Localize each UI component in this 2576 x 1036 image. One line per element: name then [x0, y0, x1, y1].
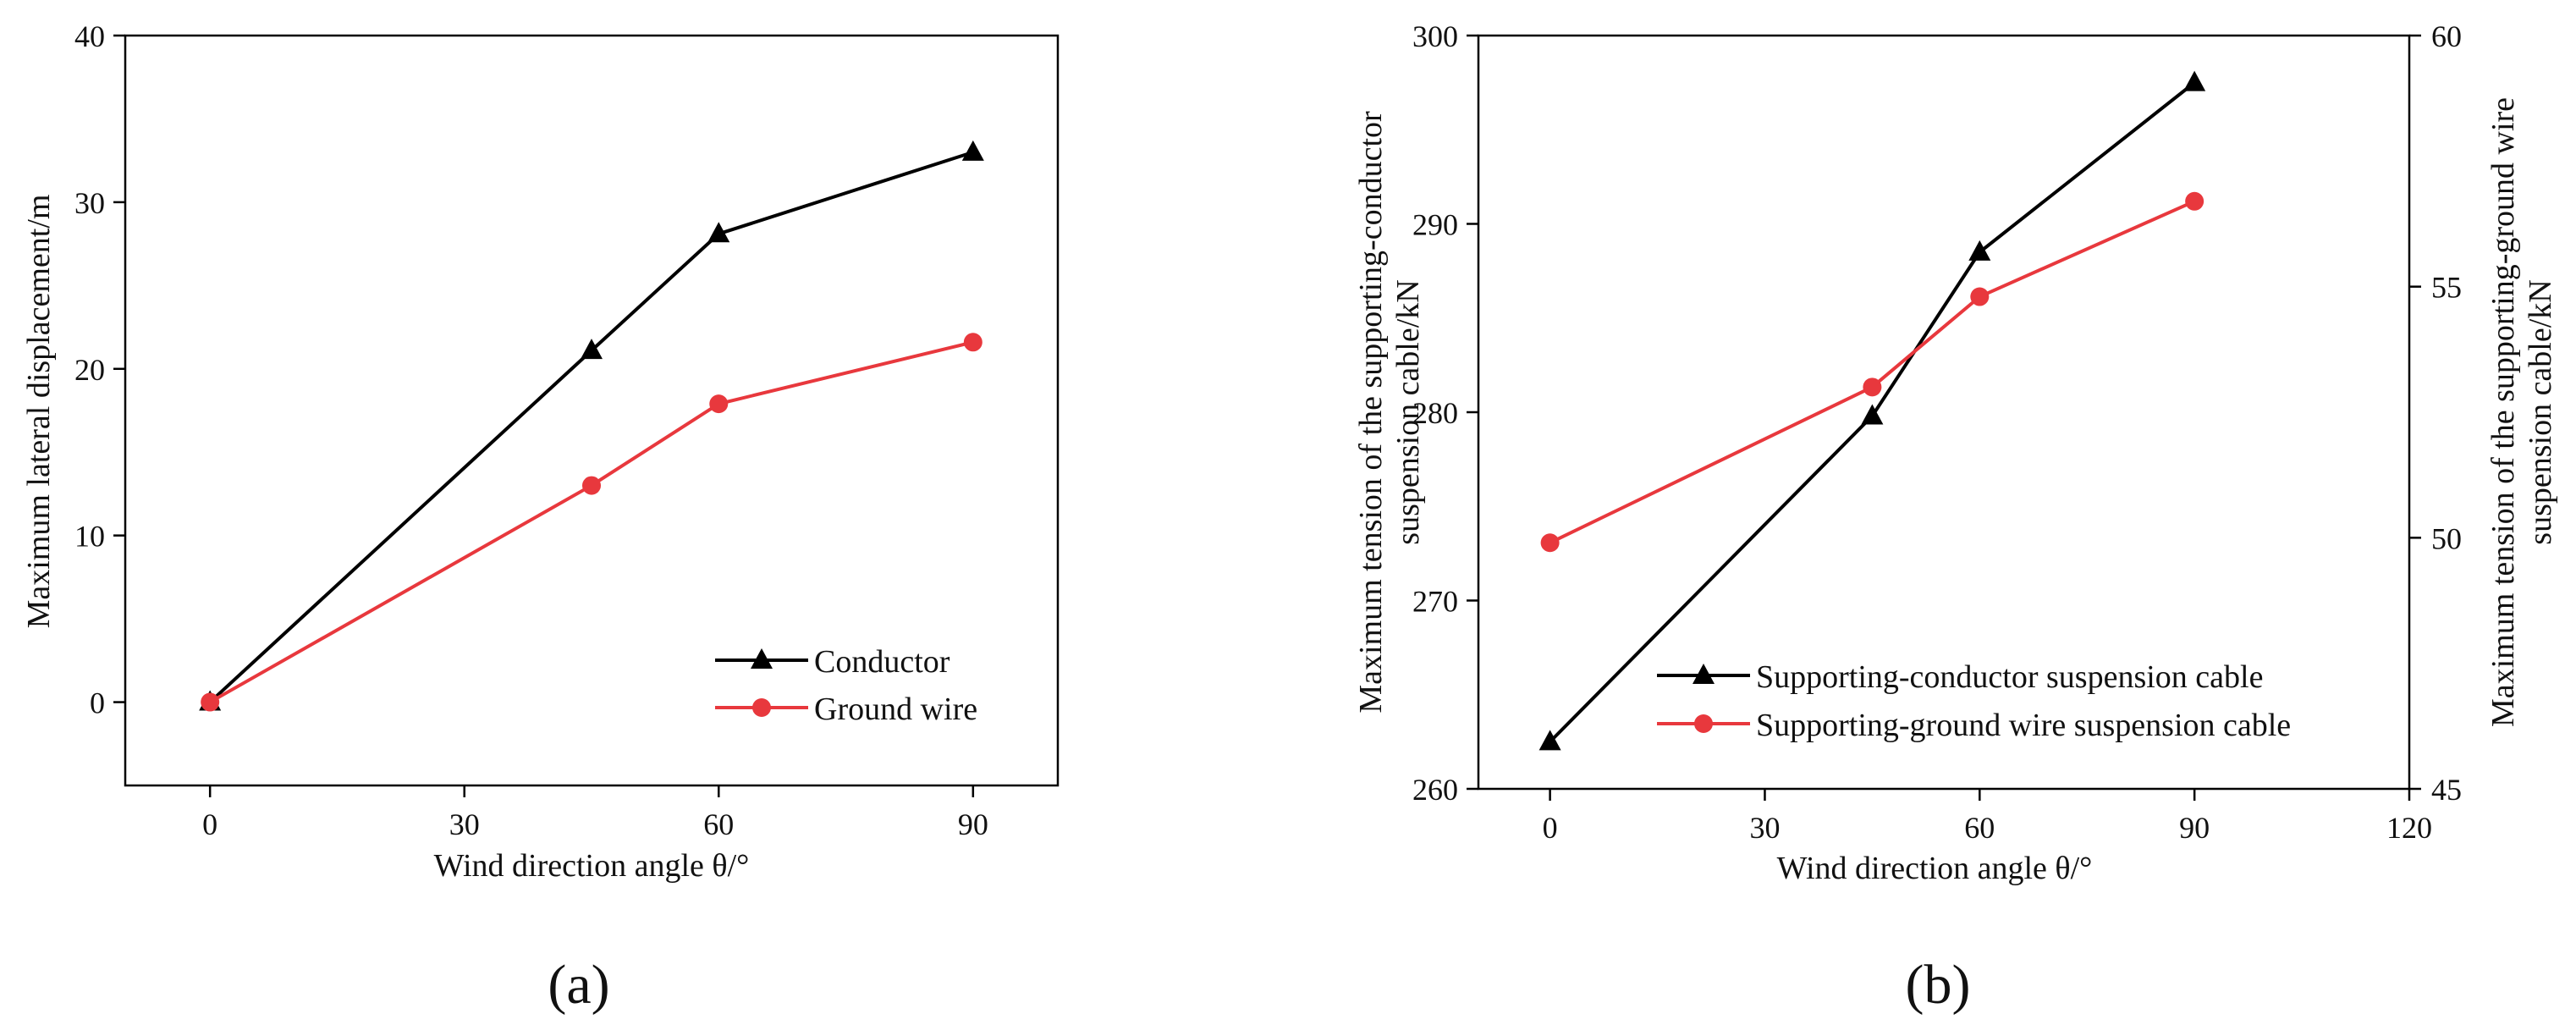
y-tick-label: 0 [90, 686, 105, 720]
x-tick-label: 120 [2386, 811, 2432, 845]
x-tick-label: 90 [2179, 811, 2210, 845]
series-group-b [1538, 70, 2206, 751]
chart-panel-a: 0 30 60 90 0 10 20 30 40 Wind direction angle θ… [21, 19, 1060, 1016]
legend-label-supporting-conductor: Supporting-conductor suspension cable [1756, 659, 2263, 695]
data-point-supporting-conductor-suspension-cable [1968, 240, 1991, 261]
legend-marker-conductor [751, 648, 773, 669]
series-line-supporting-conductor-suspension-cable [1549, 81, 2196, 743]
data-point-supporting-conductor-suspension-cable [1538, 730, 1561, 751]
legend-label-supporting-ground-wire: Supporting-ground wire suspension cable [1756, 708, 2291, 743]
y-tick-label: 290 [1412, 208, 1458, 242]
data-point-ground-wire [963, 333, 983, 352]
y-tick-label: 10 [74, 520, 105, 554]
y-axis-label-b-line1: Maximum tension of the supporting-conduc… [1353, 111, 1389, 714]
series-line-supporting-ground-wire-suspension-cable [1549, 199, 2195, 545]
y-axis-label-a: Maximum lateral displacement/m [21, 195, 57, 629]
y2-tick-label: 45 [2431, 773, 2462, 807]
series-line-ground-wire [209, 340, 974, 704]
data-point-conductor [581, 339, 603, 360]
legend-label-ground-wire: Ground wire [814, 692, 977, 727]
y-axis-label-b: Maximum tension of the supporting-conduc… [1353, 111, 1426, 714]
chart-panel-b: 0 30 60 90 120 260 270 280 290 300 45 50 55 60 Wind… [1353, 19, 2558, 1016]
y-axis-label-b-line2: suspension cable/kN [1390, 279, 1426, 544]
legend-label-conductor: Conductor [814, 644, 950, 680]
series-group-a [199, 140, 984, 712]
legend-marker-ground-wire [752, 698, 771, 717]
data-point-supporting-ground-wire-suspension-cable [1863, 377, 1882, 397]
data-point-ground-wire [201, 692, 220, 712]
y-tick-label: 270 [1412, 585, 1458, 619]
data-point-conductor [961, 140, 984, 161]
y-axis-left-b: 260 270 280 290 300 [1412, 19, 1478, 807]
y2-tick-label: 55 [2431, 271, 2462, 305]
data-point-supporting-conductor-suspension-cable [2183, 70, 2206, 91]
y2-tick-label: 50 [2431, 521, 2462, 555]
legend-marker-supporting-conductor [1693, 664, 1715, 684]
y2-axis-label-b-line2: suspension cable/kN [2523, 279, 2558, 544]
x-tick-label: 90 [958, 807, 988, 841]
x-tick-label: 60 [703, 807, 734, 841]
y2-tick-label: 60 [2431, 19, 2462, 53]
x-tick-label: 0 [1543, 811, 1558, 845]
legend-marker-supporting-ground-wire [1694, 714, 1713, 733]
x-tick-label: 30 [1749, 811, 1780, 845]
plot-frame-a [124, 34, 1060, 787]
data-point-supporting-ground-wire-suspension-cable [1540, 533, 1560, 553]
y-axis-right-b: 45 50 55 60 [2409, 19, 2462, 807]
y-axis-a: 0 10 20 30 40 [74, 19, 125, 720]
y2-axis-label-b: Maximum tension of the supporting-ground… [2485, 97, 2558, 727]
legend-a: Conductor Ground wire [715, 644, 977, 727]
y-tick-label: 280 [1412, 396, 1458, 430]
data-point-ground-wire [709, 394, 729, 414]
y-tick-label: 260 [1412, 773, 1458, 807]
y-tick-label: 20 [74, 353, 105, 387]
legend-b: Supporting-conductor suspension cable Su… [1657, 659, 2291, 743]
panel-label-a: (a) [548, 954, 609, 1016]
panel-label-b: (b) [1906, 954, 1971, 1016]
data-point-supporting-ground-wire-suspension-cable [2185, 191, 2204, 211]
y-tick-label: 300 [1412, 19, 1458, 53]
y-tick-label: 30 [74, 186, 105, 220]
x-tick-label: 30 [449, 807, 480, 841]
x-tick-label: 0 [202, 807, 217, 841]
x-axis-label-a: Wind direction angle θ/° [434, 848, 750, 884]
x-axis-label-b: Wind direction angle θ/° [1777, 851, 2093, 886]
series-line-conductor [208, 150, 974, 704]
data-point-conductor [707, 222, 730, 243]
data-point-supporting-ground-wire-suspension-cable [1970, 287, 1990, 306]
data-point-ground-wire [582, 476, 601, 495]
y-tick-label: 40 [74, 19, 105, 53]
x-tick-label: 60 [1964, 811, 1995, 845]
y2-axis-label-b-line1: Maximum tension of the supporting-ground… [2485, 97, 2521, 727]
data-point-supporting-conductor-suspension-cable [1861, 404, 1884, 425]
x-axis-a: 0 30 60 90 [202, 785, 988, 841]
x-axis-b: 0 30 60 90 120 [1543, 789, 2432, 845]
